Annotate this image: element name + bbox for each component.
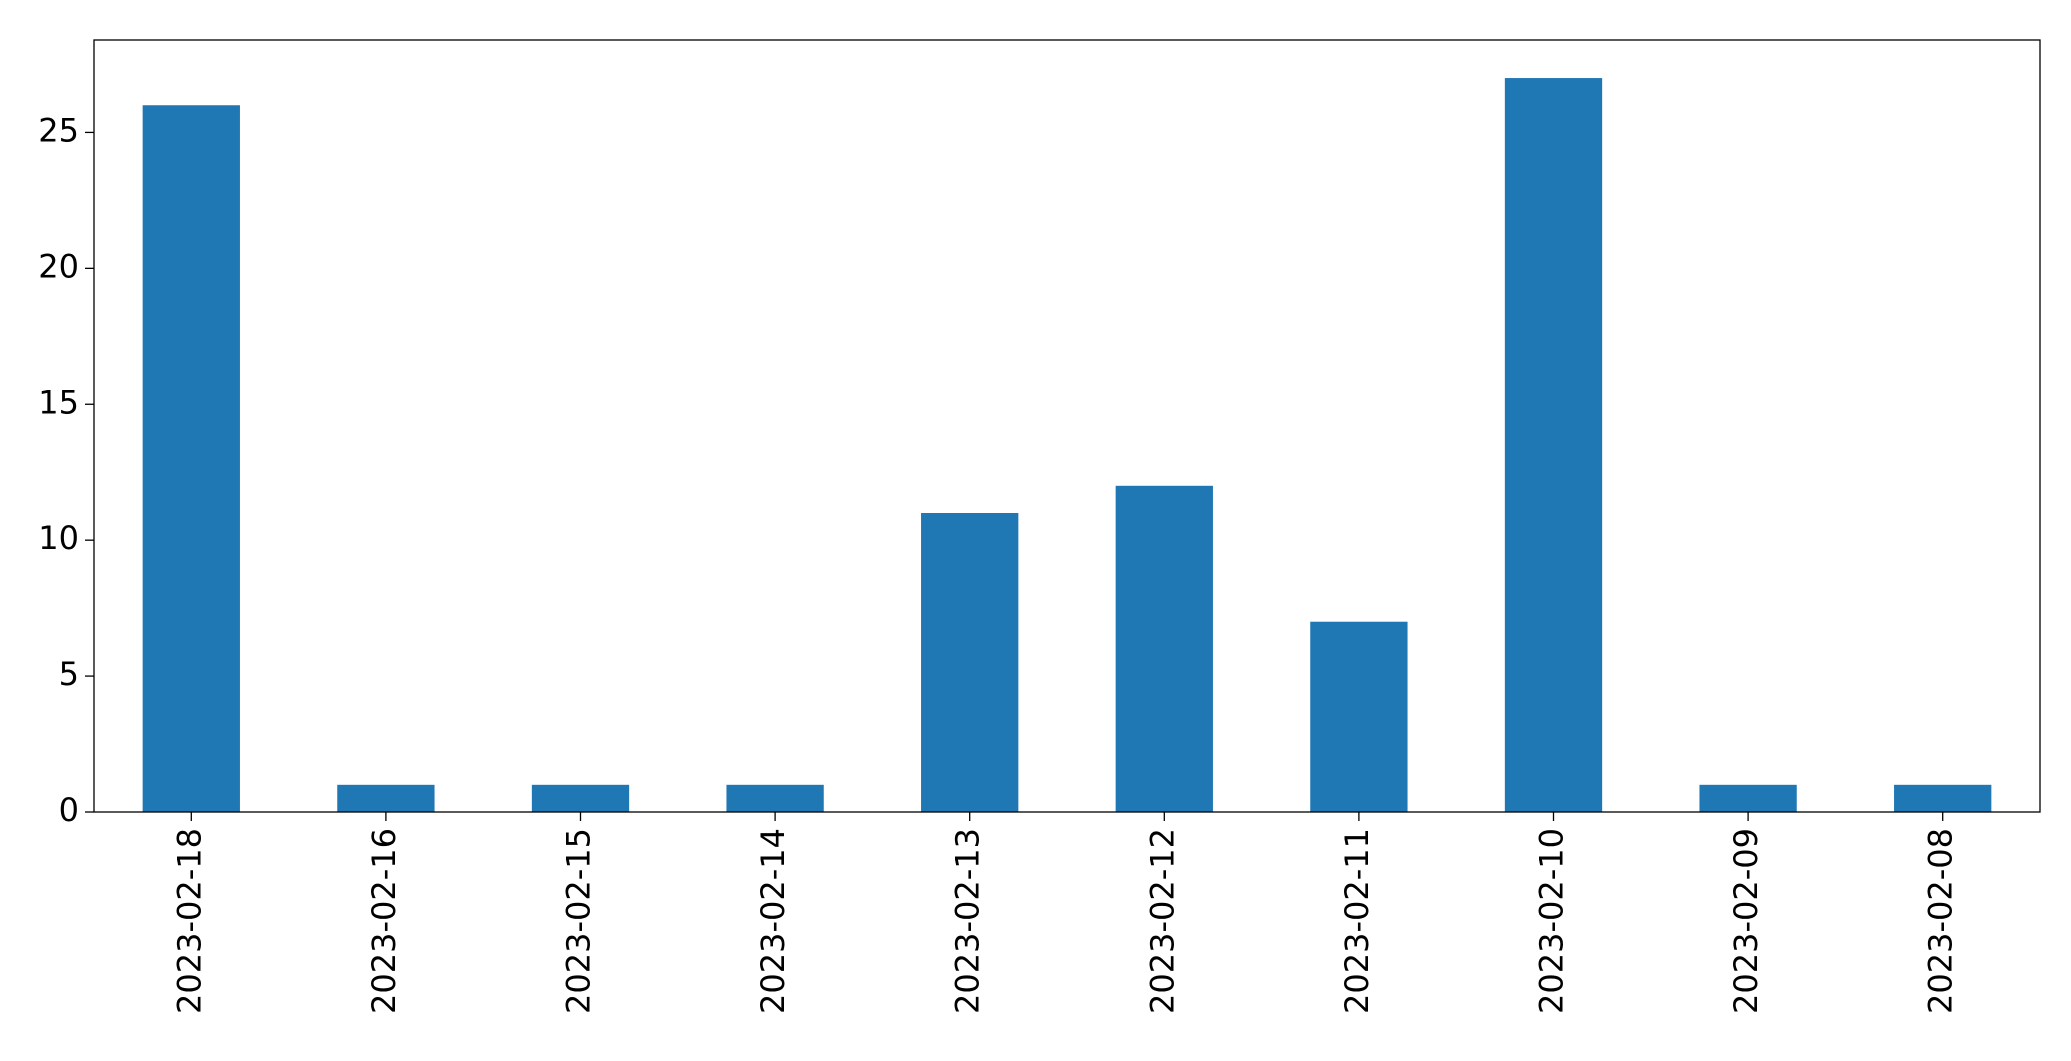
y-tick-label: 15 bbox=[38, 383, 79, 421]
plot-frame bbox=[93, 39, 2041, 813]
x-tick-label: 2023-02-11 bbox=[1338, 828, 1376, 1014]
y-tick-label: 5 bbox=[59, 655, 79, 693]
bar bbox=[531, 784, 630, 812]
bar bbox=[1310, 621, 1408, 812]
bar bbox=[726, 784, 824, 812]
x-tick-label: 2023-02-12 bbox=[1143, 828, 1181, 1014]
x-tick-label: 2023-02-10 bbox=[1533, 828, 1571, 1014]
bar bbox=[1504, 78, 1603, 812]
y-tick-label: 20 bbox=[38, 247, 79, 285]
x-tick-label: 2023-02-16 bbox=[365, 828, 403, 1014]
bar bbox=[337, 784, 435, 812]
x-tick-label: 2023-02-15 bbox=[560, 828, 598, 1014]
bar bbox=[1894, 784, 1992, 812]
x-tick-label: 2023-02-14 bbox=[754, 828, 792, 1014]
bar bbox=[1115, 485, 1213, 812]
y-tick-label: 10 bbox=[38, 519, 79, 557]
x-tick-label: 2023-02-18 bbox=[170, 828, 208, 1014]
bar bbox=[142, 105, 240, 812]
y-tick-label: 0 bbox=[59, 791, 79, 829]
bar bbox=[1699, 784, 1797, 812]
y-tick-label: 25 bbox=[38, 111, 79, 149]
x-tick-label: 2023-02-13 bbox=[949, 828, 987, 1014]
bar bbox=[921, 512, 1019, 812]
x-tick-label: 2023-02-08 bbox=[1922, 828, 1960, 1014]
x-tick-label: 2023-02-09 bbox=[1727, 828, 1765, 1014]
